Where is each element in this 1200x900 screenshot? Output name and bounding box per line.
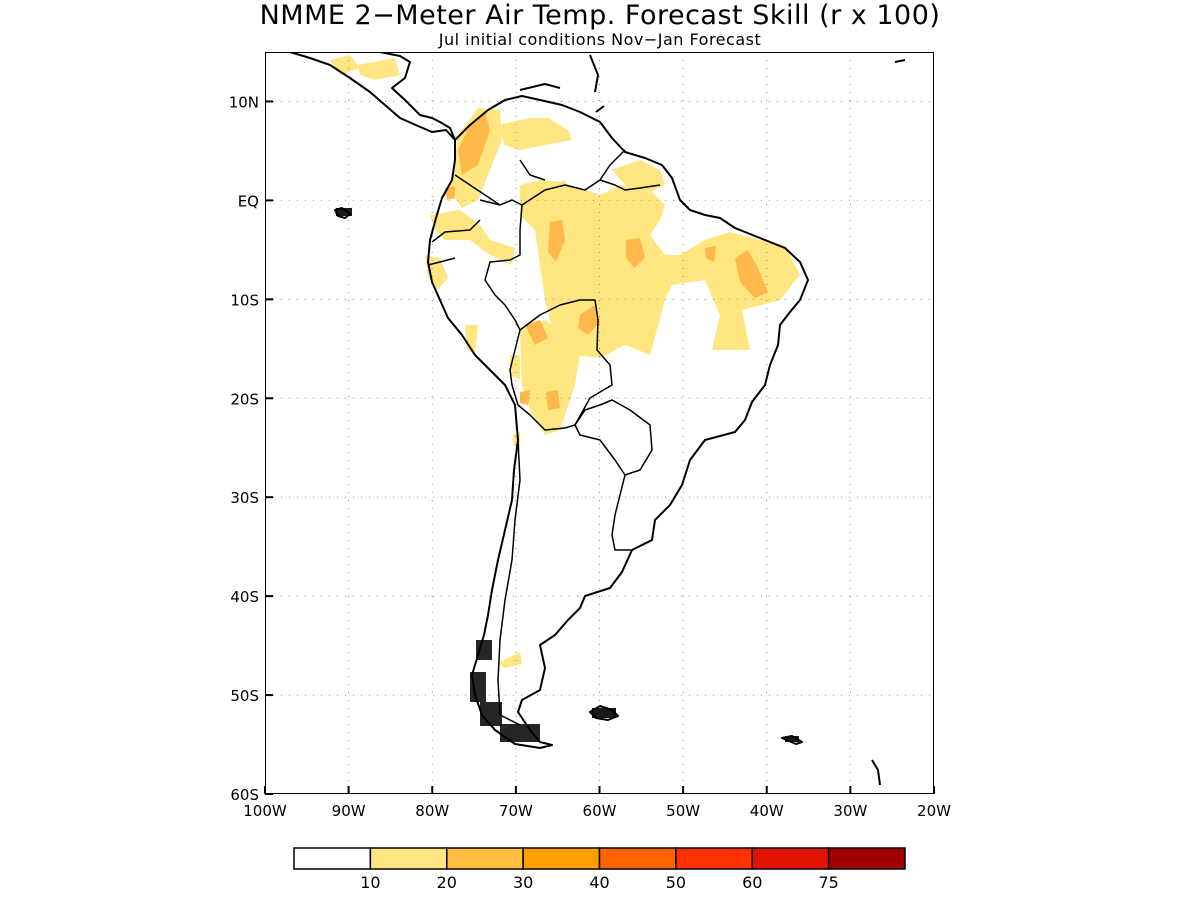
- colorbar-swatch: [446, 847, 524, 870]
- chart-subtitle: Jul initial conditions Nov−Jan Forecast: [438, 30, 761, 49]
- y-tick-label: 60S: [230, 786, 259, 804]
- x-tick-label: 90W: [332, 802, 366, 820]
- x-tick-label: 20W: [917, 802, 951, 820]
- colorbar-label: 10: [360, 873, 380, 892]
- x-tick-label: 50W: [666, 802, 700, 820]
- land-outlines: [289, 52, 906, 786]
- chart-title: NMME 2−Meter Air Temp. Forecast Skill (r…: [260, 0, 941, 31]
- colorbar-swatch: [675, 847, 753, 870]
- x-tick-label: 40W: [750, 802, 784, 820]
- y-tick-label: 10S: [230, 291, 259, 309]
- colorbar-swatch: [751, 847, 830, 870]
- colorbar-label: 50: [666, 873, 686, 892]
- y-tick-label: 20S: [230, 390, 259, 408]
- x-axis: 100W 90W 80W 70W 60W 50W 40W 30W 20W: [243, 786, 951, 820]
- colorbar: 10 20 30 40 50 60 75: [293, 847, 906, 892]
- colorbar-swatch: [293, 847, 372, 870]
- colorbar-label: 60: [742, 873, 762, 892]
- colorbar-swatch: [522, 847, 601, 870]
- colorbar-label: 75: [818, 873, 838, 892]
- x-tick-label: 80W: [415, 802, 449, 820]
- x-tick-label: 30W: [833, 802, 867, 820]
- x-tick-label: 60W: [583, 802, 617, 820]
- colorbar-swatch: [369, 847, 448, 870]
- y-tick-label: 50S: [230, 687, 259, 705]
- y-tick-label: 40S: [230, 588, 259, 606]
- colorbar-label: 30: [513, 873, 533, 892]
- x-tick-label: 100W: [243, 802, 287, 820]
- skill-shading-20-30: [445, 112, 768, 410]
- patagonia-coast-detail: [336, 208, 799, 742]
- colorbar-label: 20: [437, 873, 457, 892]
- y-tick-label: 30S: [230, 489, 259, 507]
- y-axis: 10N EQ 10S 20S 30S 40S 50S 60S: [229, 93, 273, 804]
- map-plot-area: [265, 52, 934, 794]
- y-tick-label: EQ: [238, 192, 259, 210]
- colorbar-swatch: [827, 847, 906, 870]
- y-tick-label: 10N: [229, 93, 259, 111]
- colorbar-label: 40: [589, 873, 609, 892]
- skill-shading-10-20: [330, 55, 800, 668]
- x-tick-label: 70W: [499, 802, 533, 820]
- colorbar-swatch: [598, 847, 677, 870]
